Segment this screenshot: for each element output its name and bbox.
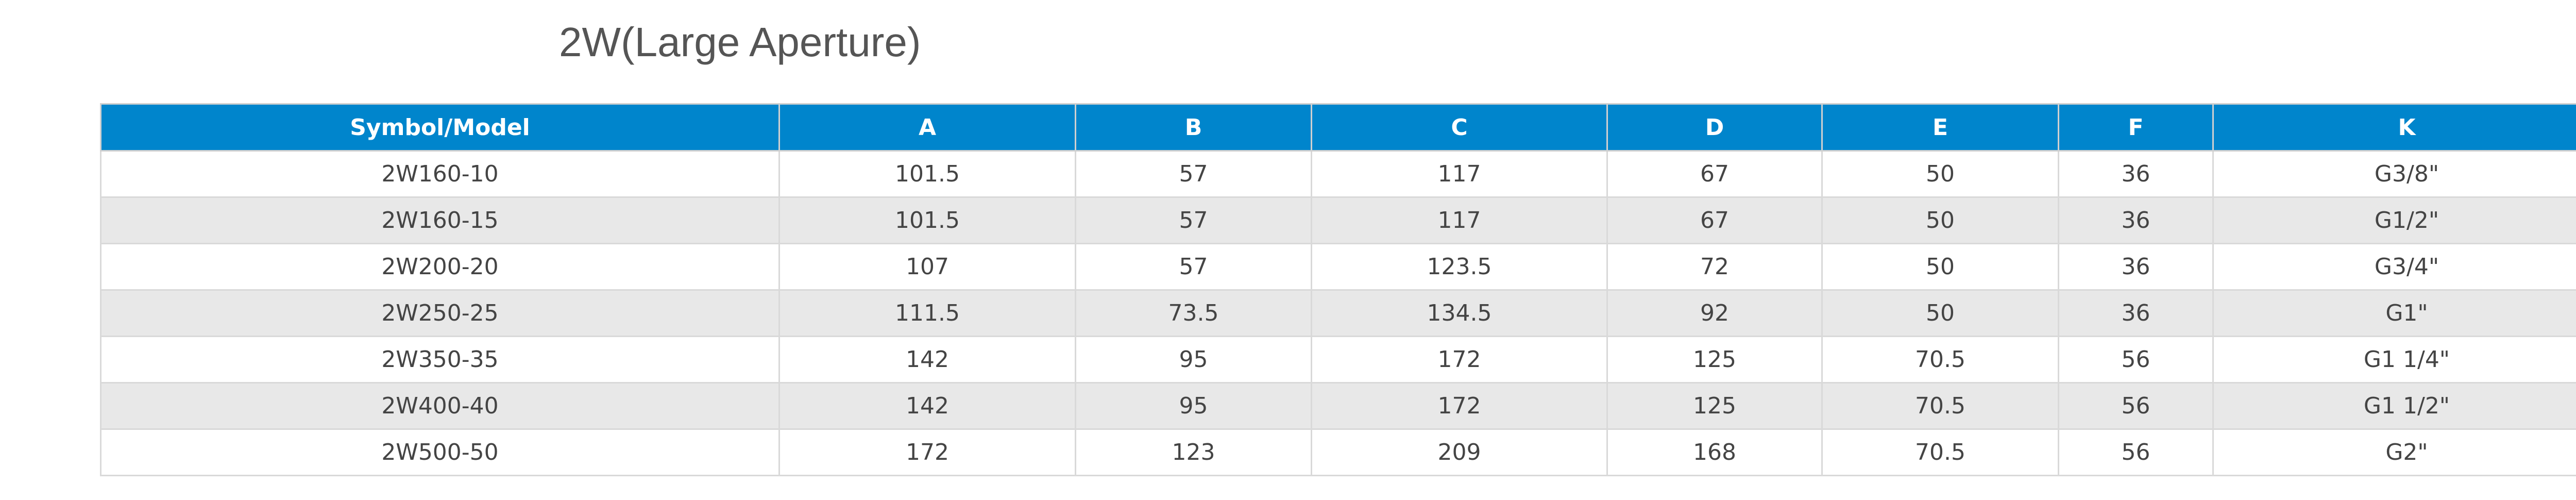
cell-e: 70.5 — [1821, 382, 2059, 430]
cell-model: 2W400-40 — [100, 382, 780, 430]
cell-model: 2W350-35 — [100, 336, 780, 384]
column-header-d: D — [1606, 103, 1823, 152]
column-header-b: B — [1075, 103, 1312, 152]
cell-k: G1/2" — [2212, 196, 2576, 244]
cell-model: 2W160-15 — [100, 196, 780, 244]
column-header-f: F — [2058, 103, 2214, 152]
table-row: 2W350-35 142 95 172 125 70.5 56 G1 1/4" — [100, 336, 2576, 384]
cell-e: 50 — [1821, 150, 2059, 198]
cell-f: 36 — [2058, 150, 2214, 198]
table-row: 2W160-10 101.5 57 117 67 50 36 G3/8" — [100, 150, 2576, 198]
cell-f: 36 — [2058, 196, 2214, 244]
table-row: 2W160-15 101.5 57 117 67 50 36 G1/2" — [100, 196, 2576, 244]
cell-model: 2W500-50 — [100, 428, 780, 476]
cell-e: 50 — [1821, 289, 2059, 337]
cell-f: 56 — [2058, 336, 2214, 384]
cell-d: 67 — [1606, 150, 1823, 198]
cell-b: 123 — [1075, 428, 1312, 476]
cell-c: 172 — [1311, 336, 1608, 384]
cell-a: 172 — [778, 428, 1076, 476]
column-header-e: E — [1821, 103, 2059, 152]
cell-f: 36 — [2058, 243, 2214, 291]
page-title: 2W(Large Aperture) — [559, 19, 921, 65]
cell-d: 67 — [1606, 196, 1823, 244]
column-header-symbol-model: Symbol/Model — [100, 103, 780, 152]
cell-c: 117 — [1311, 196, 1608, 244]
cell-f: 36 — [2058, 289, 2214, 337]
cell-d: 92 — [1606, 289, 1823, 337]
table-row: 2W500-50 172 123 209 168 70.5 56 G2" — [100, 428, 2576, 476]
cell-f: 56 — [2058, 428, 2214, 476]
cell-k: G1 1/4" — [2212, 336, 2576, 384]
cell-k: G1" — [2212, 289, 2576, 337]
cell-e: 70.5 — [1821, 336, 2059, 384]
cell-a: 101.5 — [778, 150, 1076, 198]
cell-k: G2" — [2212, 428, 2576, 476]
cell-f: 56 — [2058, 382, 2214, 430]
cell-d: 168 — [1606, 428, 1823, 476]
cell-e: 70.5 — [1821, 428, 2059, 476]
cell-k: G3/4" — [2212, 243, 2576, 291]
cell-model: 2W160-10 — [100, 150, 780, 198]
column-header-c: C — [1311, 103, 1608, 152]
cell-b: 95 — [1075, 336, 1312, 384]
cell-c: 172 — [1311, 382, 1608, 430]
table-row: 2W250-25 111.5 73.5 134.5 92 50 36 G1" — [100, 289, 2576, 337]
column-header-a: A — [778, 103, 1076, 152]
cell-c: 123.5 — [1311, 243, 1608, 291]
table-row: 2W200-20 107 57 123.5 72 50 36 G3/4" — [100, 243, 2576, 291]
cell-e: 50 — [1821, 243, 2059, 291]
cell-b: 57 — [1075, 243, 1312, 291]
cell-d: 72 — [1606, 243, 1823, 291]
cell-d: 125 — [1606, 336, 1823, 384]
table-row: 2W400-40 142 95 172 125 70.5 56 G1 1/2" — [100, 382, 2576, 430]
table-header-row: Symbol/Model A B C D E F K — [100, 103, 2576, 152]
cell-a: 107 — [778, 243, 1076, 291]
cell-a: 101.5 — [778, 196, 1076, 244]
cell-c: 117 — [1311, 150, 1608, 198]
cell-a: 111.5 — [778, 289, 1076, 337]
cell-model: 2W250-25 — [100, 289, 780, 337]
spec-table: Symbol/Model A B C D E F K 2W160-10 101.… — [100, 103, 2576, 476]
cell-b: 57 — [1075, 196, 1312, 244]
cell-c: 134.5 — [1311, 289, 1608, 337]
cell-c: 209 — [1311, 428, 1608, 476]
cell-e: 50 — [1821, 196, 2059, 244]
cell-b: 73.5 — [1075, 289, 1312, 337]
cell-k: G3/8" — [2212, 150, 2576, 198]
cell-a: 142 — [778, 382, 1076, 430]
cell-b: 57 — [1075, 150, 1312, 198]
cell-a: 142 — [778, 336, 1076, 384]
column-header-k: K — [2212, 103, 2576, 152]
cell-d: 125 — [1606, 382, 1823, 430]
cell-model: 2W200-20 — [100, 243, 780, 291]
cell-k: G1 1/2" — [2212, 382, 2576, 430]
cell-b: 95 — [1075, 382, 1312, 430]
